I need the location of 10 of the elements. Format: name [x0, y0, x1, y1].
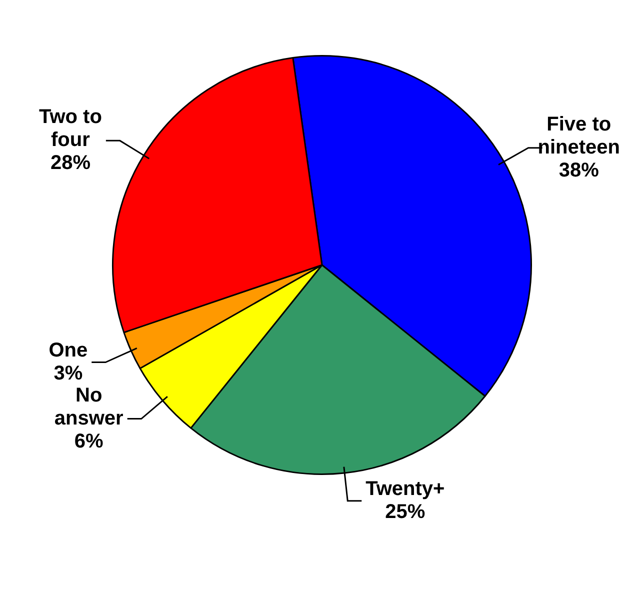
slice-label: Twenty+	[366, 478, 445, 500]
slice-label: No answer	[54, 384, 124, 430]
data-label: 3%	[54, 362, 83, 384]
slice-label: Two to four	[38, 106, 102, 152]
data-label: 25%	[385, 500, 426, 523]
data-label: 6%	[74, 430, 104, 452]
data-label: 28%	[50, 152, 91, 174]
slice-label: Five to nineteen	[538, 113, 620, 158]
data-label: 38%	[558, 159, 600, 182]
slice-label: One	[48, 339, 88, 362]
